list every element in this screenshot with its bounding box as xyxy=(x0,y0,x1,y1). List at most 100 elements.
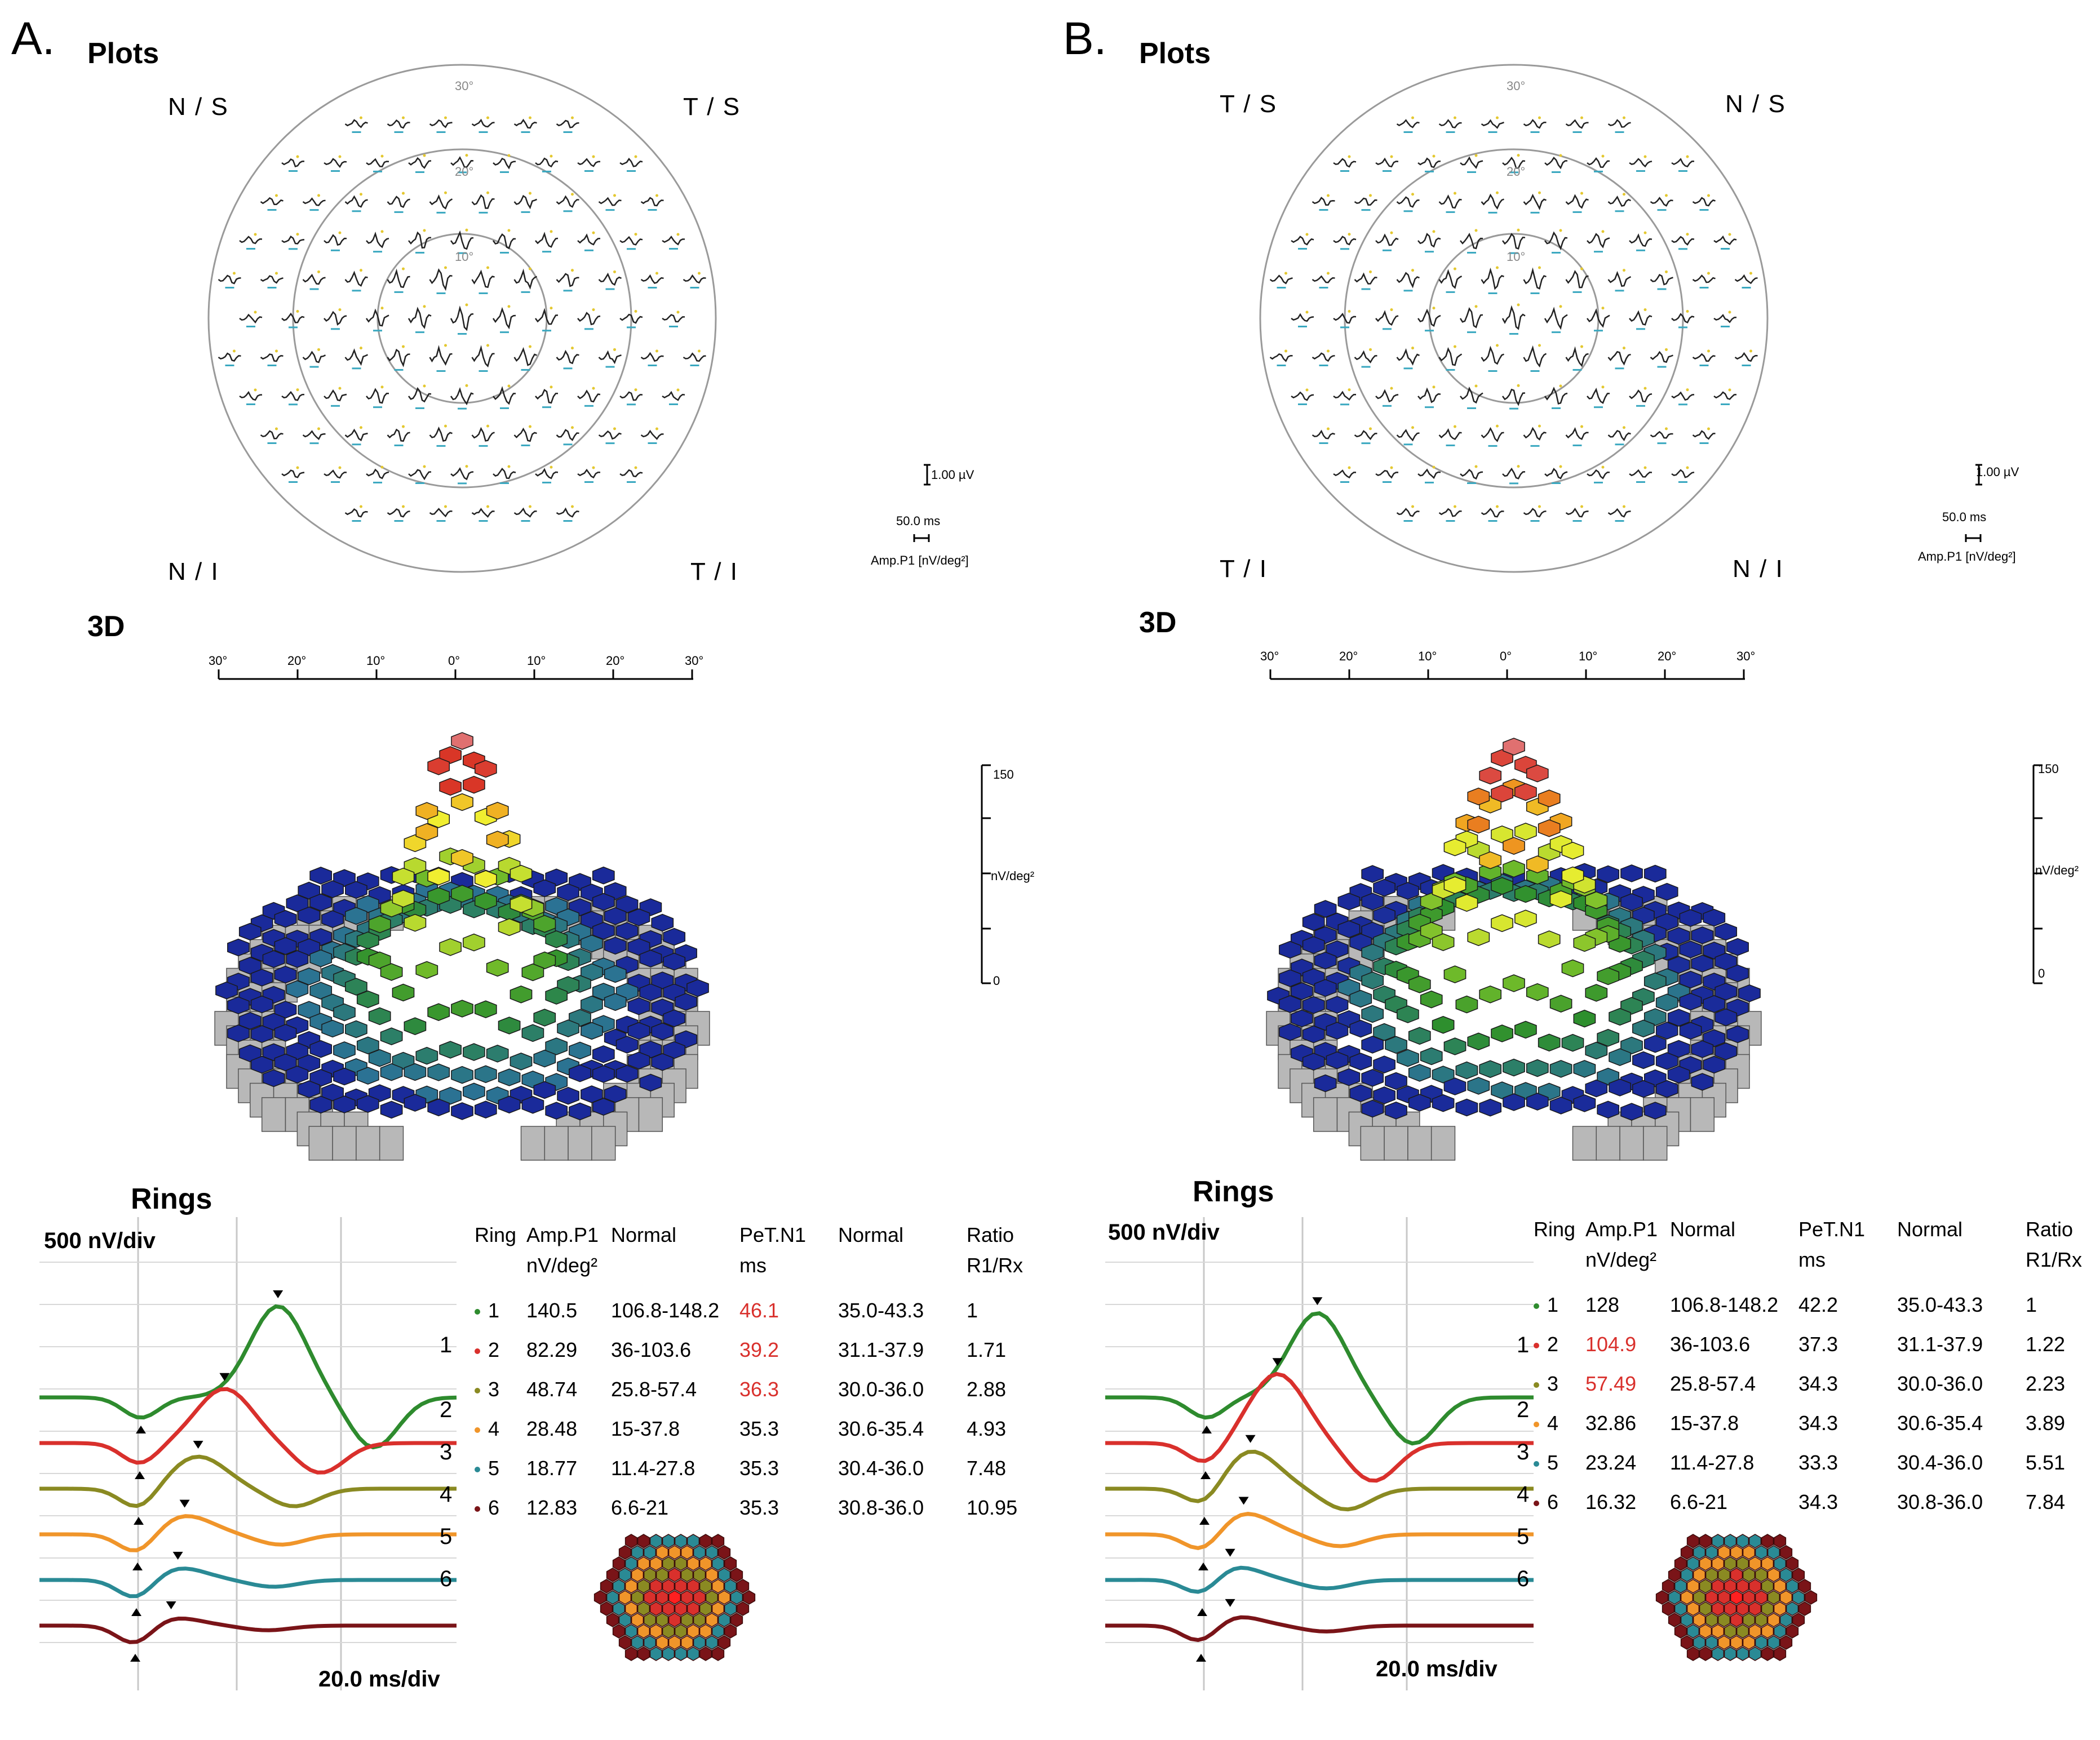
local-waveform xyxy=(493,468,516,480)
ring-map-hex xyxy=(1730,1613,1743,1627)
p1-marker xyxy=(1411,193,1414,196)
surface-hex-cell xyxy=(404,1094,427,1112)
table-row: 6 12.83 6.6-21 35.3 30.8-36.0 10.95 xyxy=(475,1496,1029,1535)
local-waveform xyxy=(1396,508,1420,517)
amp-value-mark xyxy=(1678,403,1687,406)
surface-hex-cell xyxy=(1679,970,1702,989)
pet-normal-cell: 31.1-37.9 xyxy=(838,1338,924,1361)
ratio-cell: 3.89 xyxy=(2026,1411,2066,1435)
ring-map-hex xyxy=(686,1624,700,1639)
amp-normal-cell: 6.6-21 xyxy=(1670,1490,1728,1513)
p1-marker xyxy=(1348,233,1351,236)
local-waveform xyxy=(471,269,495,288)
p1-marker xyxy=(338,155,342,158)
ratio-cell: 2.88 xyxy=(967,1378,1007,1401)
p1-marker xyxy=(1517,228,1520,232)
p1-marker xyxy=(1474,305,1478,308)
surface-hex-cell xyxy=(1279,940,1301,959)
surface-hex-cell xyxy=(1361,865,1384,883)
surface-tick: 30° xyxy=(1736,649,1756,663)
ring-map-hex xyxy=(1711,1579,1725,1593)
surface-hex-cell xyxy=(356,895,379,913)
p1-marker xyxy=(1496,266,1499,269)
surface-hex-cell xyxy=(1479,1060,1502,1078)
surface-hex-cell xyxy=(569,1041,591,1060)
p1-marker xyxy=(1601,154,1605,158)
amp-value-mark xyxy=(1446,520,1455,522)
surface-hex-cell xyxy=(1679,992,1702,1011)
ring-map-hex xyxy=(1742,1613,1756,1627)
ring-map-hex xyxy=(1730,1545,1743,1560)
surface-hex-cell xyxy=(1514,822,1537,841)
amp-value-mark xyxy=(1467,331,1476,334)
surface-hex-cell xyxy=(1361,971,1384,989)
surface-base-pillar xyxy=(1619,1126,1644,1161)
surface-hex-cell xyxy=(380,1063,403,1081)
surface-hex-cell xyxy=(274,937,297,955)
amp-value-mark xyxy=(1340,248,1349,250)
amp-value-mark xyxy=(1403,367,1413,370)
surface-hex-cell xyxy=(1491,784,1513,803)
col-ratio: Ratio R1/Rx xyxy=(967,1220,1029,1299)
ring-map-hex xyxy=(1761,1624,1774,1639)
p1-marker xyxy=(296,310,299,313)
ring-map-hex xyxy=(711,1579,725,1593)
p1-marker xyxy=(402,192,405,195)
local-waveform xyxy=(513,347,537,366)
surface-hex-cell xyxy=(592,922,615,940)
surface-hex-cell xyxy=(1703,908,1726,927)
surface-hex-cell xyxy=(1549,890,1572,908)
ring-map-hex xyxy=(1779,1590,1793,1605)
ring-map-hex xyxy=(624,1601,638,1616)
pet-normal-cell: 31.1-37.9 xyxy=(1897,1333,1983,1356)
ring-map-hex xyxy=(1717,1568,1731,1582)
p1-marker xyxy=(529,116,531,119)
n1-trough-marker xyxy=(136,1426,146,1433)
ratio-cell: 4.93 xyxy=(967,1417,1007,1440)
p1-marker xyxy=(676,388,680,392)
p1-marker xyxy=(423,305,426,308)
ring-map-hex xyxy=(717,1545,731,1560)
p1-marker xyxy=(486,266,489,269)
ring-map-hex xyxy=(643,1590,657,1605)
p1-marker xyxy=(571,347,574,350)
amp-value-mark xyxy=(1298,326,1307,327)
surface-hex-cell xyxy=(604,936,627,955)
surface-hex-cell xyxy=(392,889,415,908)
local-waveform xyxy=(260,197,283,205)
table-row: 4 28.48 15-37.8 35.3 30.6-35.4 4.93 xyxy=(475,1417,1029,1457)
local-waveform xyxy=(429,194,453,210)
amp-value-mark xyxy=(289,248,298,250)
amp-value-mark xyxy=(521,369,530,371)
p1-marker xyxy=(423,229,426,232)
p1-marker xyxy=(529,345,531,348)
local-waveform xyxy=(1460,156,1483,169)
surface-hex-cell xyxy=(1326,996,1349,1014)
surface-hex-cell xyxy=(1302,913,1325,931)
surface-hex-cell xyxy=(474,1065,497,1084)
p1-marker xyxy=(423,465,426,468)
local-waveform xyxy=(429,119,453,128)
surface-base-pillar xyxy=(520,1126,546,1161)
ring-number: 1 xyxy=(488,1299,500,1322)
ring-map-hex xyxy=(1755,1635,1768,1650)
ring-map-hex xyxy=(1755,1613,1768,1627)
p1-marker xyxy=(1496,191,1499,194)
col-ratio-label: Ratio xyxy=(967,1223,1014,1246)
surface-hex-cell xyxy=(1455,1098,1478,1117)
surface-hex-cell xyxy=(1561,959,1584,978)
local-waveform xyxy=(1291,391,1314,401)
surface-hex-cell xyxy=(356,931,379,949)
surface-hex-cell xyxy=(486,831,509,849)
p1-marker xyxy=(465,303,468,307)
surface-hex-cell xyxy=(474,760,497,778)
surface-hex-cell xyxy=(227,1024,250,1042)
table-row: 6 16.32 6.6-21 34.3 30.8-36.0 7.84 xyxy=(1534,1490,2088,1530)
amp-value-mark xyxy=(521,520,530,522)
ring-map-hex xyxy=(1755,1590,1768,1605)
surface-hex-cell xyxy=(427,757,450,775)
amp-value-mark xyxy=(1721,403,1730,405)
amp-value-mark xyxy=(1361,209,1371,211)
ring-map-hex xyxy=(1693,1568,1706,1582)
surface-hex-cell xyxy=(1408,975,1431,993)
